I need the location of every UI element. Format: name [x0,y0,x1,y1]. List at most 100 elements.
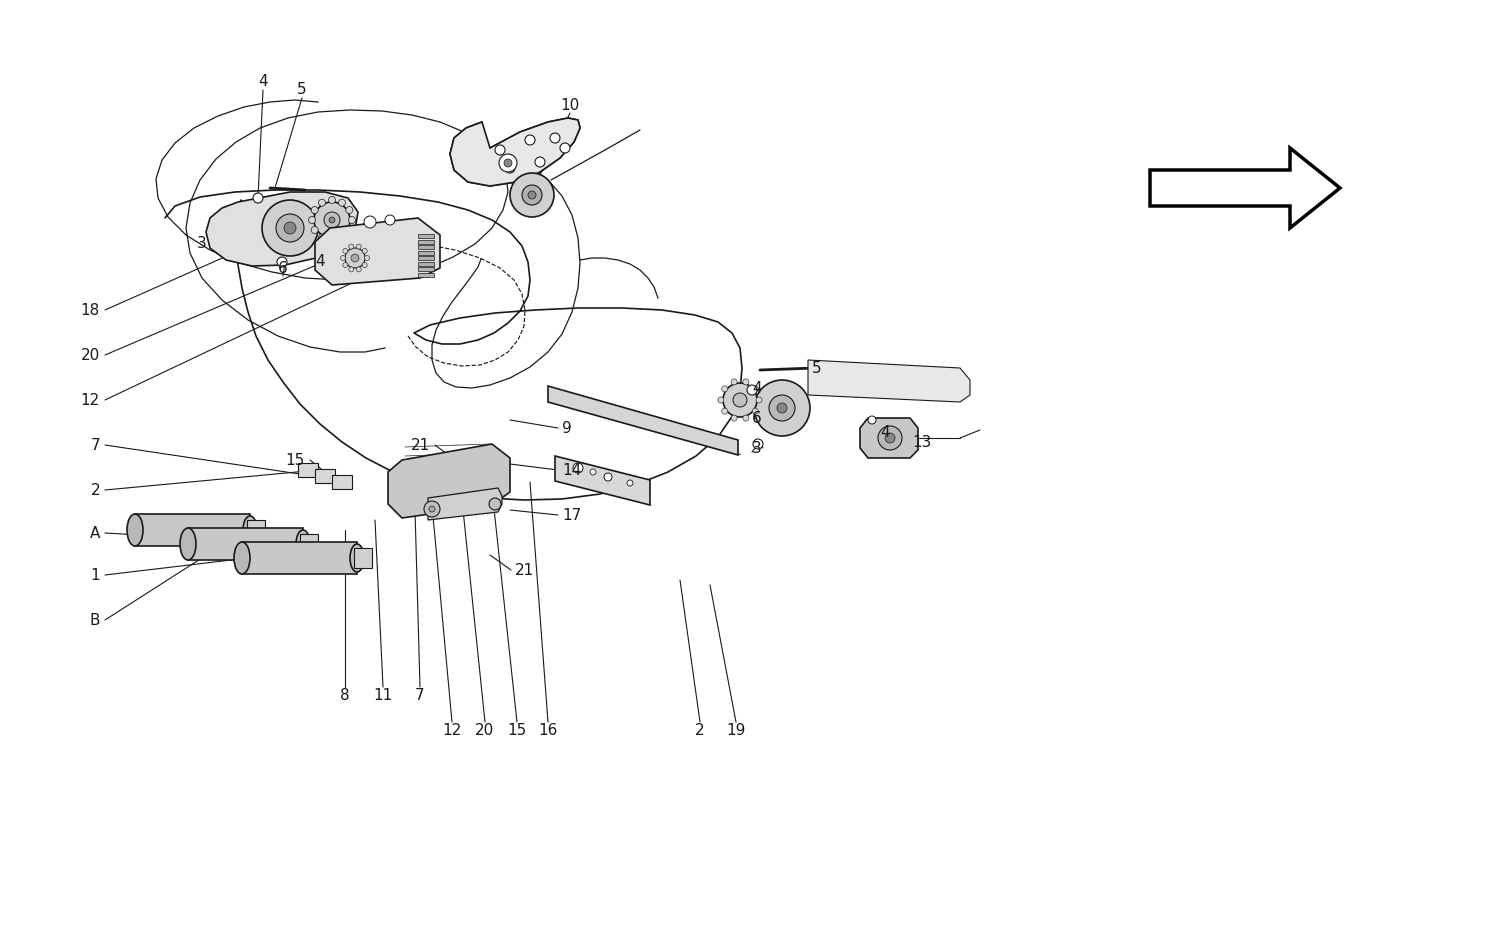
Text: 7: 7 [90,437,101,452]
Circle shape [734,393,747,407]
Text: 3: 3 [198,236,207,251]
Bar [419,261,434,266]
Circle shape [500,154,517,172]
Circle shape [278,257,286,267]
Bar [248,520,266,540]
Polygon shape [808,360,970,402]
Circle shape [777,403,788,413]
Text: 6: 6 [278,260,288,275]
Circle shape [590,469,596,475]
Text: 20: 20 [476,723,495,738]
Bar [300,534,318,554]
Bar [419,234,434,238]
Circle shape [362,249,368,254]
Circle shape [528,191,536,199]
Text: 17: 17 [562,507,582,522]
Bar [332,475,352,489]
Circle shape [351,254,358,262]
Text: 5: 5 [297,82,307,97]
Circle shape [627,480,633,486]
Circle shape [770,395,795,421]
Circle shape [314,202,350,238]
Text: 21: 21 [514,563,534,577]
Circle shape [424,501,439,517]
Circle shape [885,433,896,443]
Text: 13: 13 [912,434,932,449]
Bar [315,469,334,483]
Circle shape [356,267,362,272]
Polygon shape [859,418,918,458]
Circle shape [550,133,560,143]
Text: 6: 6 [752,411,762,426]
Text: B: B [90,612,101,627]
Circle shape [506,163,515,173]
Circle shape [604,473,612,481]
Circle shape [429,506,435,512]
Circle shape [753,386,759,392]
Circle shape [730,415,736,421]
Text: 21: 21 [411,437,430,452]
Circle shape [560,143,570,153]
Text: 16: 16 [538,723,558,738]
Circle shape [756,397,762,403]
Polygon shape [135,514,250,546]
Polygon shape [427,488,502,520]
Circle shape [310,206,318,214]
Circle shape [348,217,355,223]
Circle shape [536,157,544,167]
Polygon shape [242,542,357,574]
Polygon shape [388,444,510,518]
Bar [419,272,434,276]
Circle shape [344,249,348,254]
Circle shape [742,415,748,421]
Text: 1: 1 [90,568,101,583]
Circle shape [753,439,764,449]
Circle shape [328,197,336,203]
Circle shape [754,380,810,436]
Circle shape [747,385,758,395]
Ellipse shape [350,544,364,572]
Text: 3: 3 [752,441,762,456]
Circle shape [345,248,364,268]
Bar [419,245,434,249]
Text: 15: 15 [285,452,304,467]
Polygon shape [555,456,650,505]
Bar [298,463,318,477]
Text: 18: 18 [81,303,100,318]
Circle shape [309,217,315,223]
Text: 4: 4 [753,380,762,395]
Bar [419,267,434,271]
Text: 2: 2 [694,723,705,738]
Ellipse shape [234,542,250,574]
Text: 8: 8 [340,688,350,703]
Text: 19: 19 [726,723,746,738]
Text: A: A [90,525,101,540]
Text: 14: 14 [562,463,582,478]
Text: 12: 12 [81,393,100,408]
Text: 10: 10 [561,97,579,113]
Circle shape [284,222,296,234]
Circle shape [262,200,318,256]
Text: 2: 2 [90,482,101,498]
Ellipse shape [243,516,256,544]
Circle shape [868,416,876,424]
Circle shape [339,234,345,241]
Circle shape [318,200,326,206]
Circle shape [722,408,728,414]
Text: 12: 12 [442,723,462,738]
Text: 20: 20 [81,347,100,362]
Circle shape [495,145,506,155]
Polygon shape [188,528,303,560]
Circle shape [504,159,512,167]
Text: 4: 4 [258,75,268,90]
Circle shape [753,408,759,414]
Circle shape [254,193,262,203]
Circle shape [350,267,354,272]
Circle shape [344,263,348,268]
Text: 15: 15 [507,723,526,738]
Circle shape [573,463,584,473]
Circle shape [340,255,345,260]
Circle shape [364,216,376,228]
Text: 5: 5 [812,360,822,376]
Circle shape [386,215,394,225]
